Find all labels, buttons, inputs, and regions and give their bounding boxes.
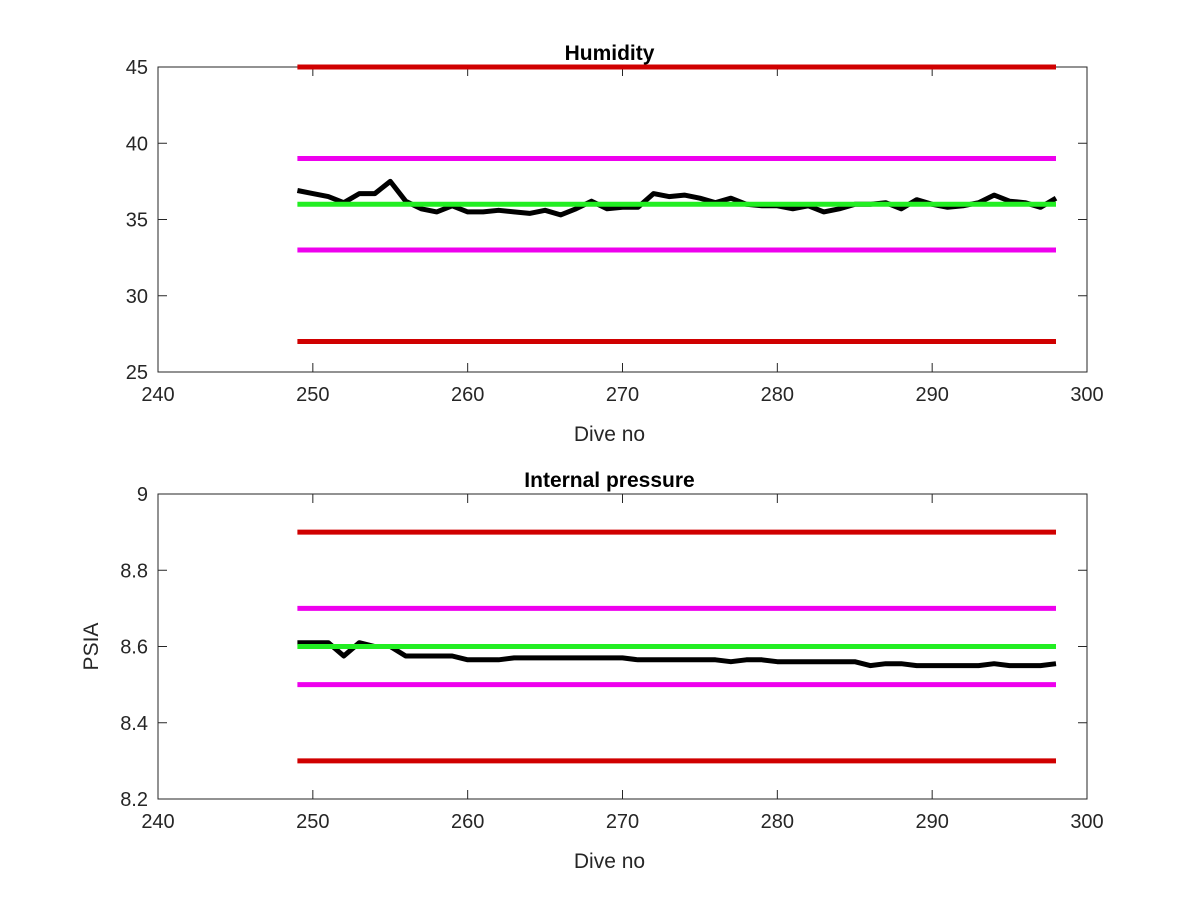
x-tick-label: 250 bbox=[296, 811, 329, 833]
x-tick-label: 270 bbox=[606, 384, 639, 406]
chart-title: Humidity bbox=[565, 42, 655, 65]
y-tick-label: 25 bbox=[126, 362, 148, 384]
axes-box bbox=[157, 66, 1088, 373]
y-tick-label: 45 bbox=[126, 57, 148, 79]
x-tick-label: 280 bbox=[761, 811, 794, 833]
series-line-4 bbox=[297, 640, 1057, 669]
x-tick-label: 280 bbox=[761, 384, 794, 406]
y-tick-label: 8.4 bbox=[120, 713, 148, 735]
x-tick-label: 270 bbox=[606, 811, 639, 833]
y-tick-label: 35 bbox=[126, 210, 148, 232]
x-tick-label: 240 bbox=[141, 384, 174, 406]
x-tick-label: 290 bbox=[915, 384, 948, 406]
y-tick-label: 9 bbox=[137, 484, 148, 506]
x-tick-label: 300 bbox=[1070, 811, 1103, 833]
x-axis-label: Dive no bbox=[574, 850, 645, 873]
y-tick-label: 8.6 bbox=[120, 637, 148, 659]
internal-pressure-subplot: 240 250 260 270 280 290 300 8.2 8.4 8.6 8.8 9 Intern… bbox=[80, 469, 1104, 873]
x-tick-label: 260 bbox=[451, 384, 484, 406]
x-tick-label: 260 bbox=[451, 811, 484, 833]
y-tick-label: 8.8 bbox=[120, 560, 148, 582]
x-tick-label: 300 bbox=[1070, 384, 1103, 406]
y-axis-label: PSIA bbox=[80, 623, 103, 671]
y-tick-label: 30 bbox=[126, 286, 148, 308]
x-tick-label: 240 bbox=[141, 811, 174, 833]
humidity-subplot: 240 250 260 270 280 290 300 25 30 35 40 45 Humidity D… bbox=[126, 42, 1104, 446]
y-tick-label: 8.2 bbox=[120, 789, 148, 811]
x-tick-label: 250 bbox=[296, 384, 329, 406]
x-tick-label: 290 bbox=[915, 811, 948, 833]
x-axis-label: Dive no bbox=[574, 423, 645, 446]
chart-title: Internal pressure bbox=[524, 469, 694, 492]
y-tick-label: 40 bbox=[126, 133, 148, 155]
